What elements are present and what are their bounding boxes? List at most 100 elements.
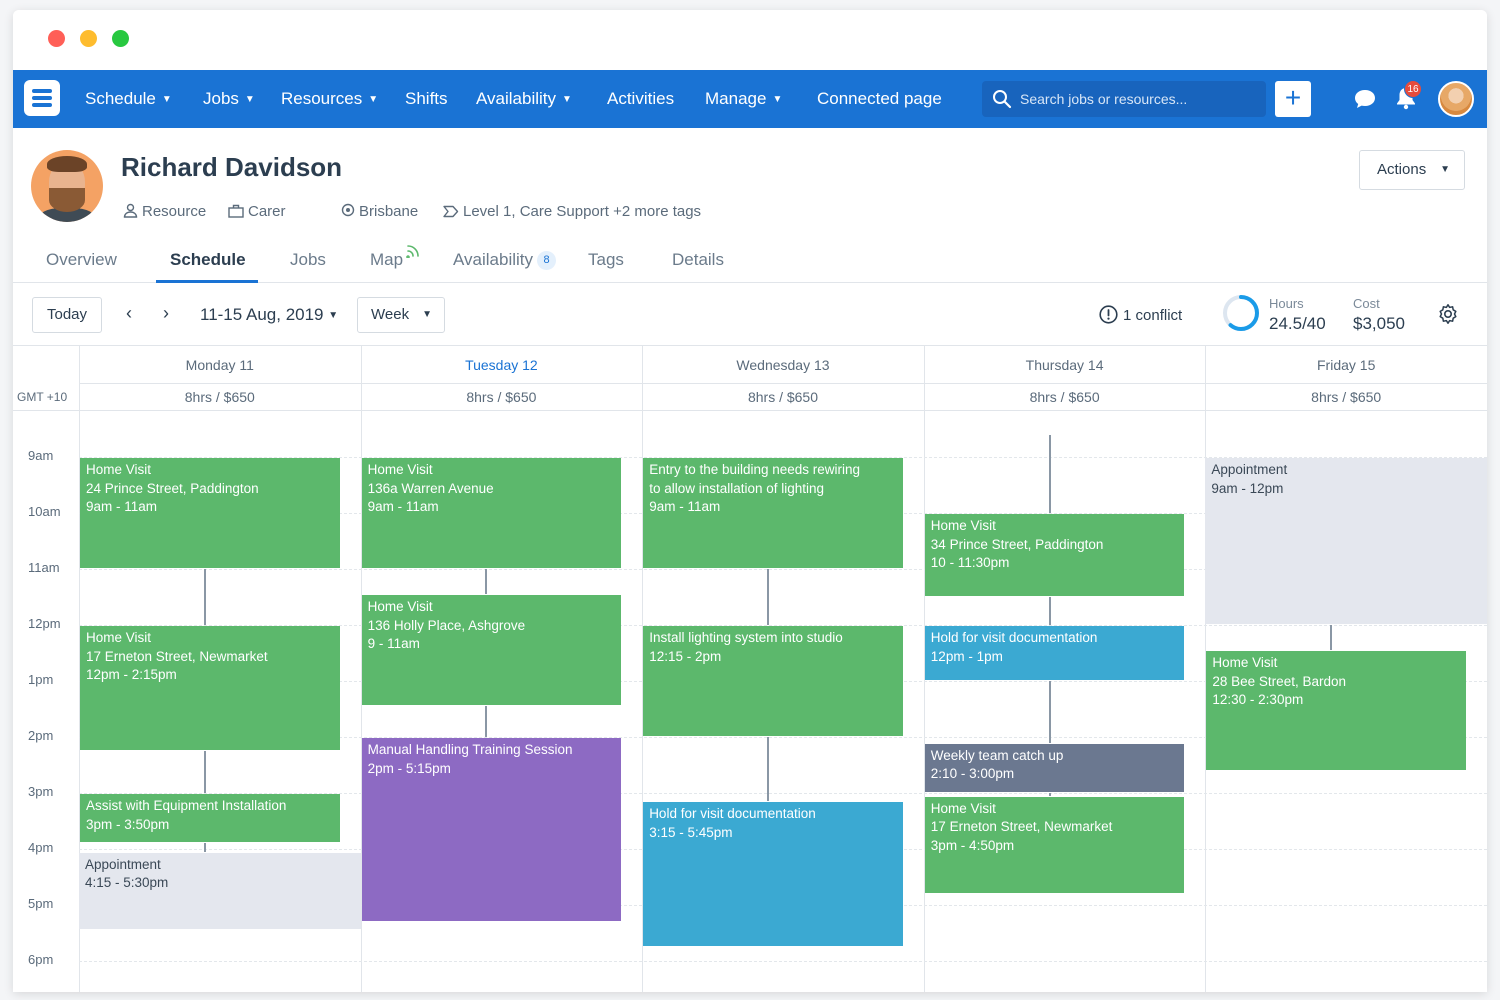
active-tab-indicator (156, 280, 258, 283)
hour-label: 12pm (28, 616, 61, 631)
event-title: Entry to the building needs rewiring (649, 462, 861, 477)
event-detail: 24 Prince Street, Paddington (86, 480, 259, 496)
nav-connected-page[interactable]: Connected page (817, 89, 942, 108)
search-input[interactable] (1020, 81, 1260, 117)
calendar-event[interactable]: Home Visit 34 Prince Street, Paddington 10… (924, 514, 1185, 596)
day-column-divider (642, 346, 644, 992)
calendar-event[interactable]: Appointment 9am - 12pm (1205, 458, 1487, 624)
hour-label: 6pm (28, 952, 54, 967)
timeline-connector (485, 706, 488, 737)
calendar-event[interactable]: Install lighting system into studio 12:15… (643, 626, 903, 736)
calendar-event[interactable]: Weekly team catch up 2:10 - 3:00pm (924, 743, 1185, 792)
nav-manage[interactable]: Manage ▼ (705, 70, 782, 128)
event-title: Assist with Equipment Installation (86, 798, 287, 813)
event-detail: 9am - 11am (649, 499, 721, 514)
timeline-connector (1048, 597, 1051, 625)
chevron-down-icon: ▼ (161, 94, 172, 105)
tab-overview[interactable]: Overview (46, 250, 117, 269)
tab-availability[interactable]: Availability 8 (453, 250, 557, 270)
close-window-button[interactable] (48, 30, 65, 47)
day-header[interactable]: Tuesday 12 (360, 346, 643, 384)
user-icon (123, 203, 138, 218)
previous-week-button[interactable]: ‹ (126, 303, 132, 323)
calendar-event[interactable]: Hold for visit documentation 3:15 - 5:45p… (643, 802, 903, 946)
chevron-down-icon: ▼ (244, 94, 255, 105)
day-header[interactable]: Monday 11 (79, 346, 361, 384)
date-range-select[interactable]: 11-15 Aug, 2019 ▼ (200, 305, 339, 324)
nav-shifts[interactable]: Shifts (405, 89, 448, 108)
view-select[interactable]: Week ▼ (357, 297, 445, 333)
event-detail: 9 - 11am (367, 636, 420, 652)
chat-icon[interactable] (1353, 88, 1377, 110)
event-title: Manual Handling Training Session (367, 742, 573, 757)
calendar-event[interactable]: Home Visit 17 Erneton Street, Newmarket 12… (80, 626, 340, 750)
event-detail: 136a Warren Avenue (367, 480, 494, 496)
minimize-window-button[interactable] (80, 30, 97, 47)
event-detail: 3pm - 3:50pm (86, 816, 170, 832)
event-title: Home Visit (930, 518, 996, 533)
day-header[interactable]: Wednesday 13 (642, 346, 924, 384)
timeline-connector (1048, 793, 1051, 796)
gear-icon[interactable] (1437, 303, 1459, 325)
event-title: Hold for visit documentation (649, 806, 816, 822)
timeline-connector (1048, 681, 1051, 743)
chevron-down-icon: ▼ (422, 309, 432, 320)
timeline-connector (767, 569, 769, 625)
hour-label: 5pm (28, 896, 54, 911)
event-title: Home Visit (367, 462, 433, 477)
event-title: Appointment (85, 856, 161, 872)
calendar-event[interactable]: Home Visit 17 Erneton Street, Newmarket 3p… (924, 796, 1185, 893)
next-week-button[interactable]: › (163, 303, 169, 323)
calendar-event[interactable]: Manual Handling Training Session 2pm - 5:… (361, 738, 622, 921)
day-column-divider (79, 346, 80, 992)
event-detail: to allow installation of lighting (649, 480, 825, 496)
calendar-event[interactable]: Assist with Equipment Installation 3pm - … (80, 794, 340, 843)
add-button[interactable]: + (1275, 81, 1311, 117)
app-logo-icon[interactable] (24, 80, 60, 116)
actions-button[interactable]: Actions ▼ (1359, 150, 1465, 190)
profile-tags[interactable]: Level 1, Care Support +2 more tags (443, 203, 701, 220)
nav-resources[interactable]: Resources ▼ (281, 70, 378, 128)
briefcase-icon (228, 204, 244, 218)
nav-activities[interactable]: Activities (607, 89, 675, 108)
calendar-event[interactable]: Home Visit 28 Bee Street, Bardon 12:30 - 2… (1206, 651, 1466, 770)
day-summary: 8hrs / $650 (360, 384, 643, 411)
event-detail: 2pm - 5:15pm (367, 760, 451, 776)
tab-tags[interactable]: Tags (588, 250, 624, 269)
event-title: Home Visit (930, 800, 996, 816)
calendar-event[interactable]: Appointment 4:15 - 5:30pm (79, 852, 361, 930)
day-header[interactable]: Friday 15 (1205, 346, 1487, 384)
nav-availability[interactable]: Availability ▼ (476, 70, 572, 128)
calendar-event[interactable]: Entry to the building needs rewiring to a… (643, 458, 903, 568)
timezone-row (13, 384, 79, 411)
user-avatar[interactable] (1438, 81, 1474, 117)
hour-gridline (79, 569, 1487, 570)
tab-map[interactable]: Map (370, 250, 404, 269)
hours-stat: Hours 24.5/40 (1269, 296, 1326, 333)
timeline-connector (485, 569, 488, 595)
chevron-down-icon: ▼ (328, 310, 339, 321)
calendar-event[interactable]: Home Visit 136 Holly Place, Ashgrove 9 - 1… (361, 595, 622, 706)
maximize-window-button[interactable] (112, 30, 129, 47)
event-title: Home Visit (86, 462, 152, 477)
tab-details[interactable]: Details (672, 250, 724, 269)
nav-schedule[interactable]: Schedule ▼ (85, 70, 172, 128)
event-title: Home Visit (86, 630, 152, 645)
day-summary: 8hrs / $650 (642, 384, 924, 411)
nav-jobs[interactable]: Jobs ▼ (203, 70, 255, 128)
week-calendar: GMT +10 Monday 11 8hrs / $650 Tuesday 12 8h… (13, 346, 1487, 992)
day-summary: 8hrs / $650 (79, 384, 361, 411)
tag-icon (443, 205, 459, 218)
today-button[interactable]: Today (32, 297, 102, 333)
conflict-indicator[interactable]: 1 conflict (1099, 305, 1182, 324)
timeline-connector (1330, 625, 1333, 651)
day-header[interactable]: Thursday 14 (923, 346, 1206, 384)
event-title: Appointment (1211, 462, 1288, 477)
day-column-divider (360, 346, 362, 992)
tab-jobs[interactable]: Jobs (290, 250, 326, 269)
calendar-event[interactable]: Home Visit 136a Warren Avenue 9am - 11am (361, 458, 622, 568)
calendar-event[interactable]: Hold for visit documentation 12pm - 1pm (924, 626, 1185, 680)
calendar-event[interactable]: Home Visit 24 Prince Street, Paddington 9a… (80, 458, 340, 568)
tab-schedule[interactable]: Schedule (170, 250, 246, 269)
profile-header: Richard Davidson Resource Carer Brisbane… (13, 128, 1487, 282)
